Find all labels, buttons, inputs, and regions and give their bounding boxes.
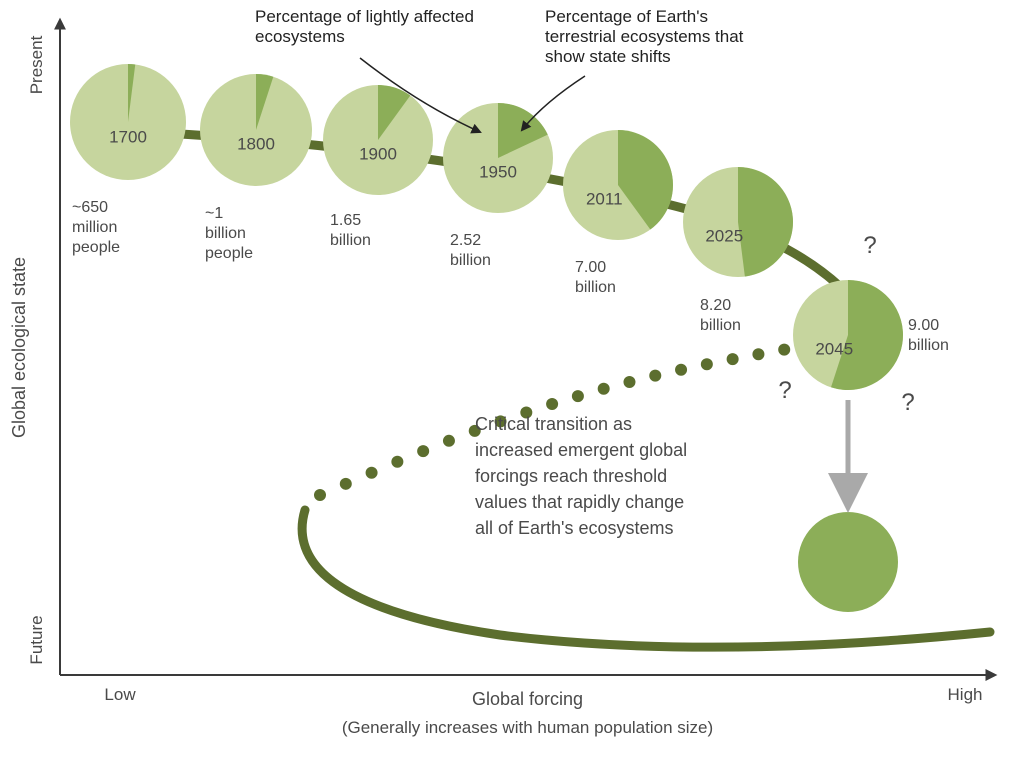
annotation-dark-label: terrestrial ecosystems that xyxy=(545,27,744,46)
pie-year-label: 1700 xyxy=(109,127,147,146)
x-axis-label: Global forcing xyxy=(472,689,583,709)
population-label: 1.65 xyxy=(330,212,361,229)
annotation-light-label: ecosystems xyxy=(255,27,345,46)
annotation-light-label: Percentage of lightly affected xyxy=(255,7,474,26)
population-label: people xyxy=(205,245,253,262)
population-label: 2.52 xyxy=(450,232,481,249)
population-label: million xyxy=(72,219,117,236)
annotation-dark-label: show state shifts xyxy=(545,47,671,66)
critical-transition-text: increased emergent global xyxy=(475,440,687,460)
population-label: ~1 xyxy=(205,205,223,222)
population-label: people xyxy=(72,239,120,256)
critical-transition-text: forcings reach threshold xyxy=(475,466,667,486)
critical-transition-text: values that rapidly change xyxy=(475,492,684,512)
population-label: 8.20 xyxy=(700,297,731,314)
y-axis-label: Global ecological state xyxy=(9,257,29,438)
question-mark: ? xyxy=(778,377,791,404)
pie-year-label: 1800 xyxy=(237,135,275,154)
population-label: billion xyxy=(450,252,491,269)
pie-year-label: 2045 xyxy=(815,339,853,358)
x-tick-low: Low xyxy=(104,685,136,704)
pie-year-label: 1950 xyxy=(479,162,517,181)
population-label: billion xyxy=(330,232,371,249)
population-label: 7.00 xyxy=(575,259,606,276)
x-axis-sublabel: (Generally increases with human populati… xyxy=(342,718,713,737)
future-state-circle xyxy=(798,512,898,612)
pie-year-label: 2011 xyxy=(586,189,623,208)
pie-year-label: 1900 xyxy=(359,144,397,163)
x-tick-high: High xyxy=(948,685,983,704)
question-mark: ? xyxy=(901,389,914,416)
annotation-dark-label: Percentage of Earth's xyxy=(545,7,708,26)
population-label: billion xyxy=(908,337,949,354)
population-label: billion xyxy=(205,225,246,242)
critical-transition-text: all of Earth's ecosystems xyxy=(475,518,674,538)
ecological-state-diagram: 1700 ~650 million people 1800 ~1 billion people… xyxy=(0,0,1013,765)
critical-transition-text: Critical transition as xyxy=(475,414,632,434)
pie-year-label: 2025 xyxy=(705,226,743,245)
y-tick-present: Present xyxy=(27,35,46,94)
population-label: billion xyxy=(575,279,616,296)
population-label: ~650 xyxy=(72,199,108,216)
y-tick-future: Future xyxy=(27,615,46,664)
question-mark: ? xyxy=(863,232,876,259)
population-label: billion xyxy=(700,317,741,334)
population-label: 9.00 xyxy=(908,317,939,334)
